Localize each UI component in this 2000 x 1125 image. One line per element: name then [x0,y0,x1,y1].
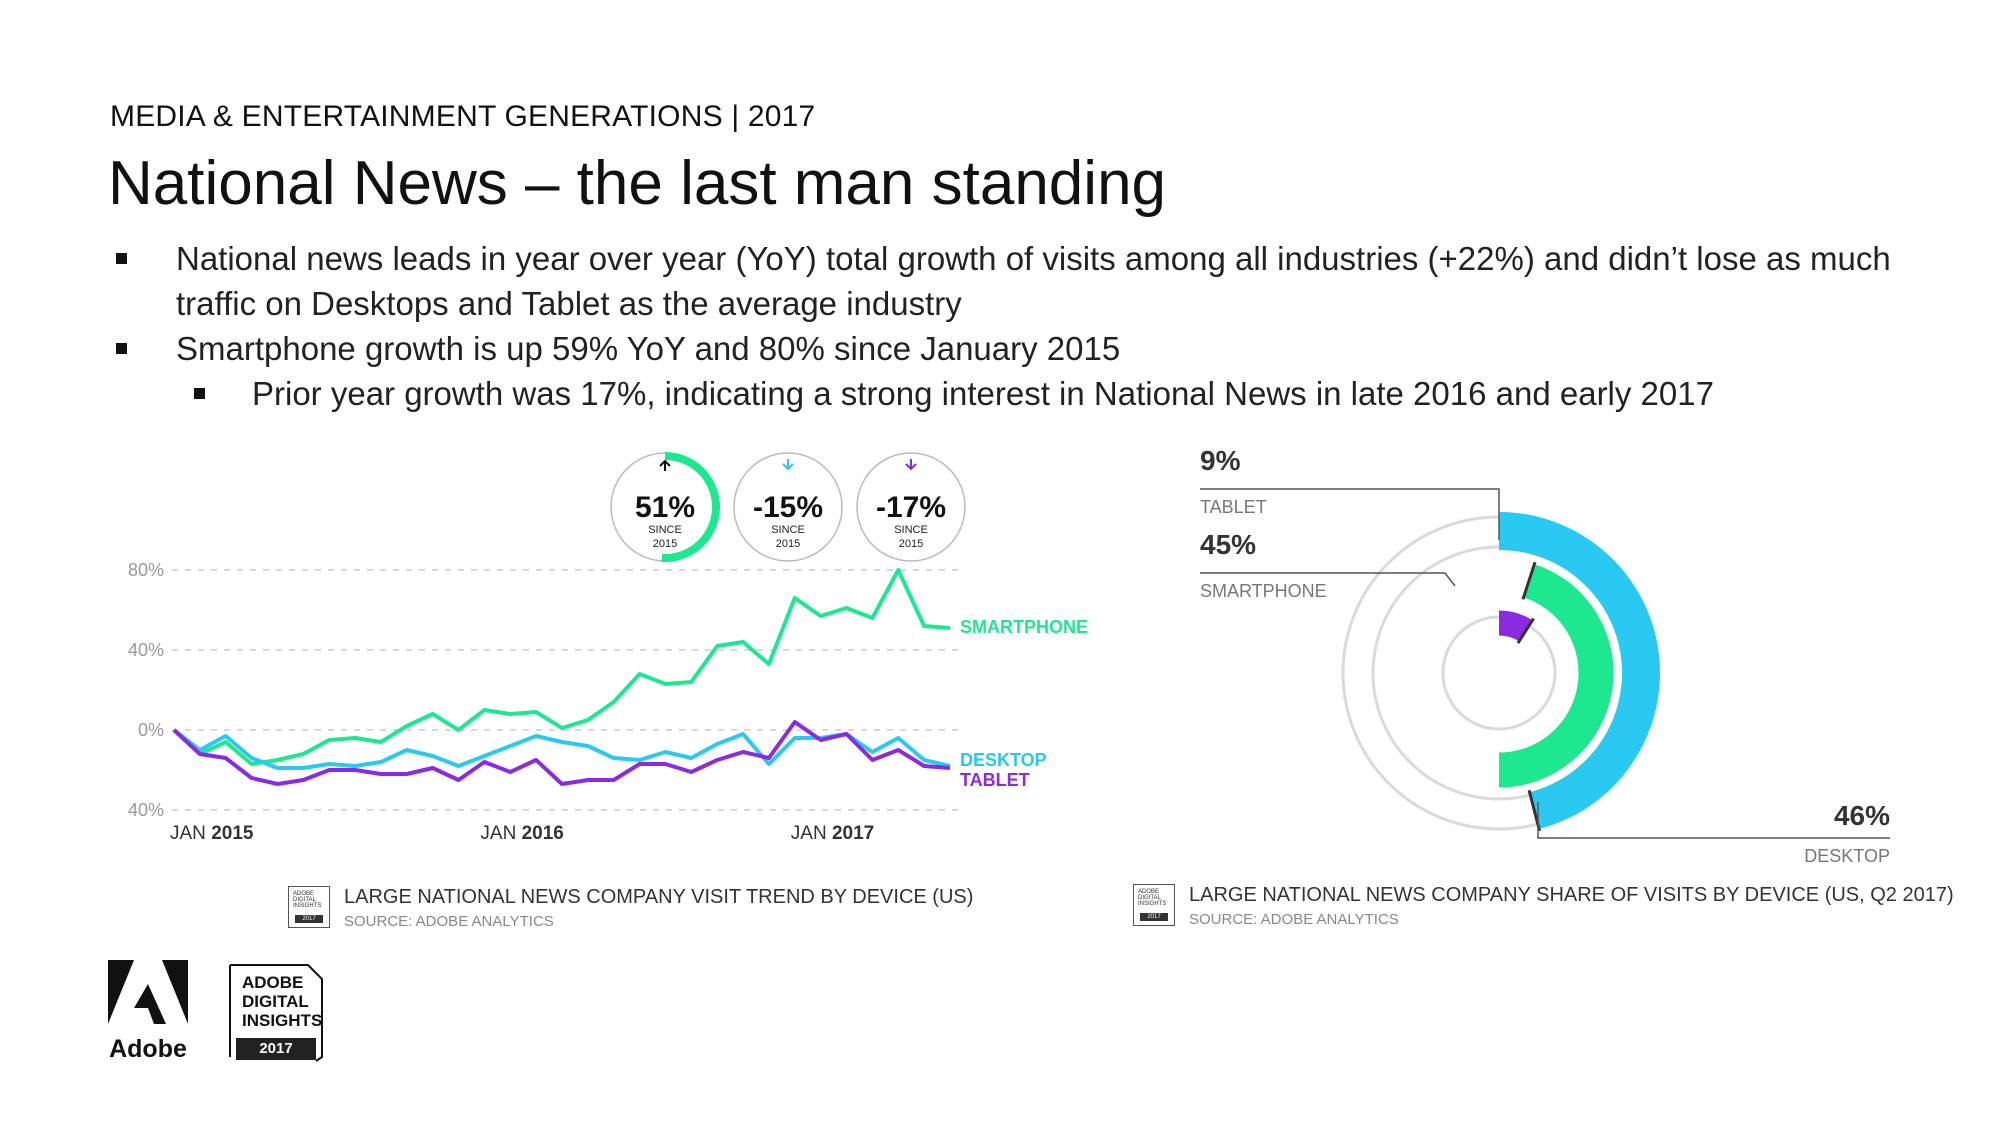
x-tick-month: JAN [791,823,827,844]
chart-caption-title: LARGE NATIONAL NEWS COMPANY SHARE OF VIS… [1189,884,1954,906]
slice-smartphone-value: 45% [1200,529,1256,560]
tablet-leader-line [1200,488,1500,540]
line-chart-caption: ADOBE DIGITAL INSIGHTS 2017 LARGE NATION… [288,886,973,930]
arrow-down-icon [905,459,917,471]
kpi-progress-arc [661,452,720,562]
desktop-leader-line [1537,802,1890,839]
arrow-up-icon [659,459,671,471]
slice-desktop-value: 46% [1834,800,1890,831]
y-tick-label: 0% [138,720,164,740]
slice-tablet-arc [1498,610,1533,642]
x-tick-month: JAN [480,823,516,844]
page-title: National News – the last man standing [108,149,1167,218]
kpi-year: 2015 [899,538,923,550]
x-axis-labels: JAN 2015 JAN 2016 JAN 2017 [170,823,874,844]
bullet-text: Smartphone growth is up 59% YoY and 80% … [176,330,1121,367]
slice-smartphone-arc [1498,564,1614,788]
chart-caption-source: SOURCE: ADOBE ANALYTICS [1189,911,1399,928]
kpi-value: -15% [753,491,823,524]
bullet-marker [194,388,205,399]
badge-line: ADOBE [242,973,304,992]
kpi-value: 51% [635,491,695,524]
slice-tablet-label: TABLET [1200,497,1267,517]
smartphone-leader-line [1200,572,1456,587]
adobe-logo: Adobe [108,960,188,1064]
kpi-smartphone: 51% SINCE 2015 [610,452,720,562]
slice-smartphone-tick [1521,561,1537,600]
adobe-digital-insights-mini-logo: ADOBE DIGITAL INSIGHTS 2017 [288,886,330,928]
bullet-item: Smartphone growth is up 59% YoY and 80% … [110,326,1910,371]
kpi-year: 2015 [776,538,800,550]
kpi-value: -17% [876,491,946,524]
slice-desktop-label: DESKTOP [1804,846,1890,866]
adobe-a-icon [108,960,188,1024]
slice-smartphone-label: SMARTPHONE [1200,581,1327,601]
sub-bullet-item: Prior year growth was 17%, indicating a … [110,371,1910,416]
mini-logo-text: ADOBE DIGITAL INSIGHTS [1138,889,1167,907]
x-tick-label: JAN 2017 [791,823,874,844]
chart-caption-title: LARGE NATIONAL NEWS COMPANY VISIT TREND … [344,886,974,908]
kpi-ring [856,452,966,562]
bullet-marker [116,343,127,354]
y-tick-label: 40% [128,640,164,660]
kpi-year: 2015 [653,538,677,550]
slice-tablet-tick [1516,617,1535,644]
slice-desktop-arc [1498,512,1660,829]
kpi-desktop: -15% SINCE 2015 [733,452,843,562]
mini-logo-text: ADOBE DIGITAL INSIGHTS [293,891,322,909]
kpi-ring [733,452,843,562]
y-axis-ticks: 80% 40% 0% 40% [128,560,164,820]
mini-logo-year: 2017 [1140,913,1168,921]
badge-text: ADOBE DIGITAL INSIGHTS [242,973,322,1030]
series-line-smartphone [172,568,951,766]
eyebrow-heading: MEDIA & ENTERTAINMENT GENERATIONS | 2017 [110,100,816,133]
kpi-badges: 51% SINCE 2015 -15% SINCE 2015 -17% SINC… [610,452,966,562]
visit-trend-line-chart: 80% 40% 0% 40% JAN 2015 JAN 2016 JAN 201… [128,560,1088,844]
ring-guide-inner [1441,615,1557,731]
badge-line: INSIGHTS [242,1011,323,1030]
kpi-label: SINCE [648,524,682,536]
x-tick-label: JAN 2015 [170,823,254,844]
slice-tablet-value: 9% [1200,445,1241,476]
y-tick-label: 40% [128,800,164,820]
badge-frame-icon [229,964,323,1062]
kpi-tablet: -17% SINCE 2015 [856,452,966,562]
x-tick-month: JAN [170,823,206,844]
kpi-label: SINCE [771,524,805,536]
adobe-digital-insights-badge: ADOBE DIGITAL INSIGHTS 2017 [228,963,324,1063]
series-label-smartphone: SMARTPHONE [960,617,1088,637]
bullet-item: National news leads in year over year (Y… [110,236,1896,326]
x-tick-year: 2015 [211,823,254,844]
adobe-wordmark: Adobe [109,1035,187,1063]
chart-caption-source: SOURCE: ADOBE ANALYTICS [344,913,554,930]
x-tick-label: JAN 2016 [480,823,563,844]
share-chart-caption: ADOBE DIGITAL INSIGHTS 2017 LARGE NATION… [1133,884,1954,928]
series-label-desktop: DESKTOP [960,750,1047,770]
bullet-list: National news leads in year over year (Y… [110,236,1910,416]
mini-logo-year: 2017 [295,915,323,923]
series-label-tablet: TABLET [960,770,1030,790]
badge-year: 2017 [236,1038,316,1060]
share-of-visits-radial-chart: 9% TABLET 45% SMARTPHONE 46% DESKTOP [1200,445,1890,866]
adobe-digital-insights-mini-logo: ADOBE DIGITAL INSIGHTS 2017 [1133,884,1175,926]
chart-series [172,568,951,786]
bullet-text: National news leads in year over year (Y… [176,240,1891,322]
badge-line: DIGITAL [242,992,309,1011]
x-tick-year: 2017 [832,823,874,844]
x-tick-year: 2016 [522,823,564,844]
bullet-text: Prior year growth was 17%, indicating a … [252,375,1714,412]
y-tick-label: 80% [128,560,164,580]
chart-gridlines [172,569,960,811]
kpi-label: SINCE [894,524,928,536]
arrow-down-icon [782,459,794,471]
bullet-marker [116,253,127,264]
series-line-tablet [172,720,951,786]
